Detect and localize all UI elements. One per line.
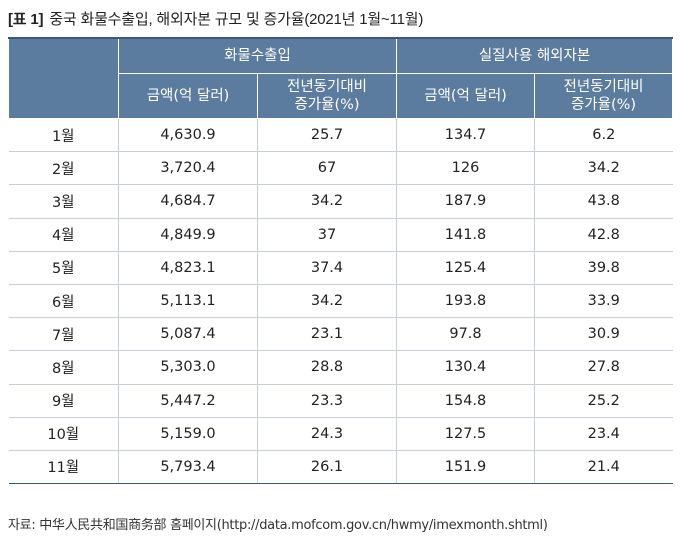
table-row: 3월 4,684.7 34.2 187.9 43.8 <box>8 184 673 219</box>
fdi-growth-cell: 6.2 <box>534 118 673 153</box>
table-row: 6월 5,113.1 34.2 193.8 33.9 <box>8 284 673 319</box>
fdi-amount-cell: 130.4 <box>396 350 535 385</box>
trade-growth-cell: 37 <box>256 218 397 252</box>
fdi-growth-cell: 39.8 <box>534 251 673 285</box>
month-cell: 3월 <box>8 184 119 219</box>
fdi-amount-cell: 141.8 <box>396 218 535 252</box>
trade-growth-cell: 23.3 <box>256 384 397 418</box>
table-row: 1월 4,630.9 25.7 134.7 6.2 <box>8 118 673 153</box>
fdi-amount-cell: 187.9 <box>396 184 535 219</box>
table-header: 화물수출입 실질사용 해외자본 금액(억 달러) 전년동기대비 증가율(%) 금… <box>8 37 674 119</box>
trade-growth-cell: 26.1 <box>256 450 397 485</box>
fdi-growth-cell: 34.2 <box>534 151 673 186</box>
group-header-fdi: 실질사용 해외자본 <box>396 37 674 74</box>
month-cell: 7월 <box>8 317 119 352</box>
table-row: 7월 5,087.4 23.1 97.8 30.9 <box>8 317 673 352</box>
trade-growth-cell: 24.3 <box>256 417 397 451</box>
month-cell: 4월 <box>8 218 119 252</box>
fdi-growth-cell: 30.9 <box>534 317 673 352</box>
table-title: [표 1] 중국 화물수출입, 해외자본 규모 및 증가율(2021년 1월~11… <box>8 8 423 29</box>
fdi-growth-cell: 33.9 <box>534 284 673 319</box>
trade-growth-cell: 28.8 <box>256 350 397 385</box>
trade-amount-cell: 4,684.7 <box>118 184 258 219</box>
table-number: [표 1] <box>8 11 44 28</box>
month-cell: 1월 <box>8 118 119 153</box>
month-cell: 5월 <box>8 251 119 285</box>
trade-amount-cell: 5,113.1 <box>118 284 258 319</box>
trade-growth-cell: 34.2 <box>256 284 397 319</box>
table-row: 9월 5,447.2 23.3 154.8 25.2 <box>8 384 673 418</box>
fdi-amount-cell: 193.8 <box>396 284 535 319</box>
month-cell: 2월 <box>8 151 119 186</box>
month-cell: 9월 <box>8 384 119 418</box>
data-table: 화물수출입 실질사용 해외자본 금액(억 달러) 전년동기대비 증가율(%) 금… <box>8 37 674 485</box>
month-cell: 11월 <box>8 450 119 485</box>
table-row: 5월 4,823.1 37.4 125.4 39.8 <box>8 251 673 285</box>
data-table-container: 화물수출입 실질사용 해외자본 금액(억 달러) 전년동기대비 증가율(%) 금… <box>8 37 674 485</box>
fdi-amount-cell: 151.9 <box>396 450 535 485</box>
trade-amount-cell: 5,159.0 <box>118 417 258 451</box>
subheader-fdi-growth: 전년동기대비 증가율(%) <box>534 73 674 119</box>
fdi-amount-cell: 127.5 <box>396 417 535 451</box>
trade-growth-cell: 25.7 <box>256 118 397 153</box>
subheader-trade-amount: 금액(억 달러) <box>118 73 258 119</box>
fdi-amount-cell: 125.4 <box>396 251 535 285</box>
trade-amount-cell: 5,447.2 <box>118 384 258 418</box>
fdi-growth-cell: 43.8 <box>534 184 673 219</box>
fdi-amount-cell: 134.7 <box>396 118 535 153</box>
trade-growth-cell: 67 <box>256 151 397 186</box>
table-row: 2월 3,720.4 67 126 34.2 <box>8 151 673 186</box>
trade-amount-cell: 4,823.1 <box>118 251 258 285</box>
source-note: 자료: 中华人民共和国商务部 홈페이지(http://data.mofcom.g… <box>8 518 548 533</box>
group-header-trade: 화물수출입 <box>117 37 398 74</box>
month-header-cell <box>8 37 119 119</box>
month-cell: 8월 <box>8 350 119 385</box>
trade-amount-cell: 4,630.9 <box>118 118 258 153</box>
trade-amount-cell: 5,087.4 <box>118 317 258 352</box>
table-row: 8월 5,303.0 28.8 130.4 27.8 <box>8 350 673 385</box>
table-row: 4월 4,849.9 37 141.8 42.8 <box>8 218 673 252</box>
month-cell: 10월 <box>8 417 119 451</box>
fdi-growth-cell: 21.4 <box>534 450 673 485</box>
trade-growth-cell: 23.1 <box>256 317 397 352</box>
fdi-growth-cell: 23.4 <box>534 417 673 451</box>
table-title-text: 중국 화물수출입, 해외자본 규모 및 증가율(2021년 1월~11월) <box>49 11 424 28</box>
fdi-amount-cell: 126 <box>396 151 535 186</box>
trade-amount-cell: 3,720.4 <box>118 151 258 186</box>
trade-growth-cell: 37.4 <box>256 251 397 285</box>
table-row: 11월 5,793.4 26.1 151.9 21.4 <box>8 450 673 485</box>
trade-amount-cell: 5,793.4 <box>118 450 258 485</box>
fdi-amount-cell: 154.8 <box>396 384 535 418</box>
trade-amount-cell: 4,849.9 <box>118 218 258 252</box>
fdi-growth-cell: 27.8 <box>534 350 673 385</box>
month-cell: 6월 <box>8 284 119 319</box>
trade-growth-cell: 34.2 <box>256 184 397 219</box>
subheader-trade-growth: 전년동기대비 증가율(%) <box>256 73 398 119</box>
table-body: 1월 4,630.9 25.7 134.7 6.2 2월 3,720.4 67 126 34.2 3… <box>8 118 673 485</box>
fdi-amount-cell: 97.8 <box>396 317 535 352</box>
fdi-growth-cell: 42.8 <box>534 218 673 252</box>
table-row: 10월 5,159.0 24.3 127.5 23.4 <box>8 417 673 451</box>
subheader-fdi-amount: 금액(억 달러) <box>396 73 536 119</box>
trade-amount-cell: 5,303.0 <box>118 350 258 385</box>
fdi-growth-cell: 25.2 <box>534 384 673 418</box>
